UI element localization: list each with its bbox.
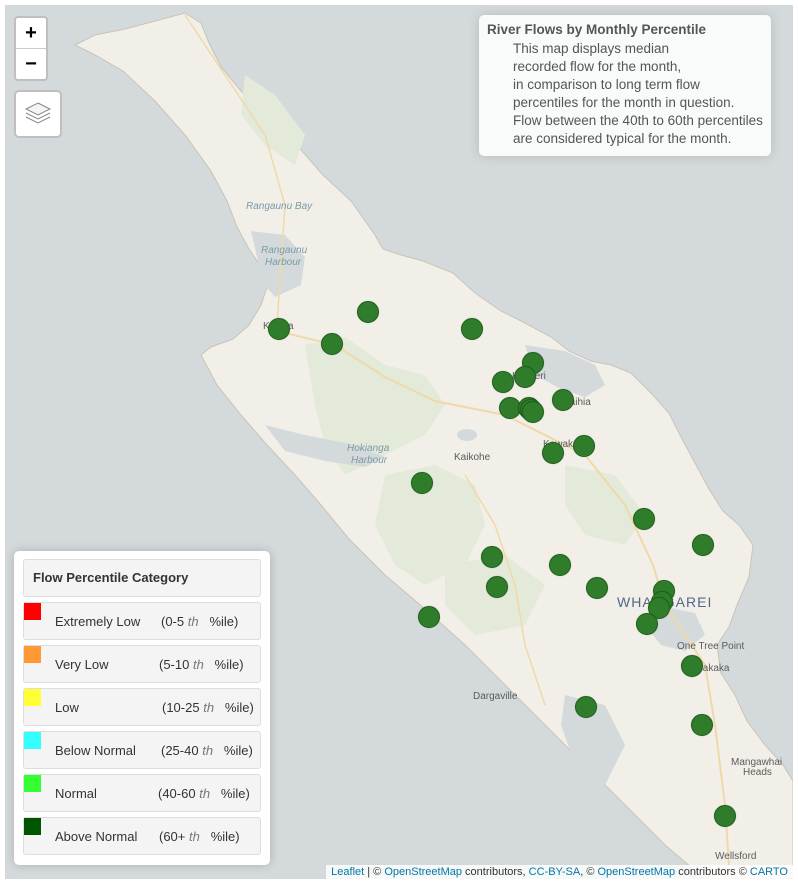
site-marker[interactable]: [522, 401, 544, 423]
forest-area: [375, 465, 485, 585]
legend-item-low: Low (10-25 th %ile): [23, 688, 261, 726]
site-marker[interactable]: [514, 366, 536, 388]
legend-item-normal: Normal (40-60 th %ile): [23, 774, 261, 812]
zoom-in-button[interactable]: +: [16, 18, 46, 49]
site-marker[interactable]: [575, 696, 597, 718]
attribution-text: | ©: [364, 866, 385, 878]
site-marker[interactable]: [691, 714, 713, 736]
site-marker[interactable]: [486, 576, 508, 598]
site-marker[interactable]: [552, 389, 574, 411]
legend-item-above-normal: Above Normal (60+ th %ile): [23, 817, 261, 855]
site-marker[interactable]: [492, 371, 514, 393]
legend-label: Below Normal: [55, 743, 136, 758]
legend-item-extremely-low: Extremely Low (0-5 th %ile): [23, 602, 261, 640]
hokianga-harbour: [265, 425, 385, 467]
carto-link[interactable]: CARTO: [749, 866, 788, 878]
basemap: [73, 12, 793, 879]
site-marker[interactable]: [633, 508, 655, 530]
legend-range: (25-40 th %ile): [161, 743, 253, 758]
legend-range: (40-60 th %ile): [158, 786, 250, 801]
northland-land: [73, 12, 793, 879]
site-marker[interactable]: [549, 554, 571, 576]
legend-item-below-normal: Below Normal (25-40 th %ile): [23, 731, 261, 769]
legend-range: (5-10 th %ile): [159, 657, 244, 672]
legend-swatch: [24, 732, 41, 749]
state-highway: [184, 14, 286, 326]
info-line: percentiles for the month in question.: [513, 95, 735, 110]
legend-swatch: [24, 818, 41, 835]
forest-area: [565, 465, 645, 545]
legend-label: Normal: [55, 786, 97, 801]
forest-area: [241, 75, 305, 165]
legend-range: (10-25 th %ile): [162, 700, 254, 715]
kaipara-harbour: [561, 695, 625, 785]
forest-area: [305, 337, 445, 475]
site-marker[interactable]: [321, 333, 343, 355]
legend-swatch: [24, 603, 41, 620]
state-highway: [276, 330, 730, 866]
legend-label: Very Low: [55, 657, 109, 672]
layers-button[interactable]: [14, 90, 62, 138]
ccbysa-link[interactable]: CC-BY-SA: [528, 866, 581, 878]
info-line: This map displays median: [513, 41, 670, 56]
rangaunu-harbour: [251, 231, 305, 297]
site-marker[interactable]: [418, 606, 440, 628]
legend-range: (0-5 th %ile): [161, 614, 239, 629]
site-marker[interactable]: [461, 318, 483, 340]
site-marker[interactable]: [714, 805, 736, 827]
info-line: Flow between the 40th to 60th percentile…: [513, 113, 763, 128]
legend-label: Extremely Low: [55, 614, 141, 629]
leaflet-link[interactable]: Leaflet: [331, 866, 365, 878]
site-marker[interactable]: [573, 435, 595, 457]
legend-swatch: [24, 775, 41, 792]
site-marker[interactable]: [692, 534, 714, 556]
legend-swatch: [24, 646, 41, 663]
legend-title: Flow Percentile Category: [23, 559, 261, 597]
site-marker[interactable]: [481, 546, 503, 568]
site-marker[interactable]: [636, 613, 658, 635]
site-marker[interactable]: [268, 318, 290, 340]
info-line: recorded flow for the month,: [513, 59, 682, 74]
site-marker[interactable]: [542, 442, 564, 464]
attribution-text: contributors,: [462, 866, 529, 878]
legend-label: Low: [55, 700, 79, 715]
site-marker[interactable]: [648, 597, 670, 619]
bay-of-islands: [525, 345, 605, 397]
zoom-control: + −: [14, 16, 48, 81]
site-marker[interactable]: [357, 301, 379, 323]
osm-link[interactable]: OpenStreetMap: [597, 866, 676, 878]
layers-icon: [24, 102, 52, 124]
info-line: in comparison to long term flow: [513, 77, 700, 92]
zoom-out-button[interactable]: −: [25, 53, 37, 75]
info-line: are considered typical for the month.: [513, 131, 732, 146]
site-marker[interactable]: [586, 577, 608, 599]
attribution-text: , ©: [580, 866, 598, 878]
legend-swatch: [24, 689, 41, 706]
osm-link[interactable]: OpenStreetMap: [384, 866, 462, 878]
attribution-text: contributors ©: [675, 866, 750, 878]
legend-range: (60+ th %ile): [159, 829, 240, 844]
legend-item-very-low: Very Low (5-10 th %ile): [23, 645, 261, 683]
legend-label: Above Normal: [55, 829, 138, 844]
site-marker[interactable]: [411, 472, 433, 494]
map-attribution: Leaflet | © OpenStreetMap contributors, …: [326, 865, 793, 879]
info-panel: River Flows by Monthly Percentile This m…: [479, 15, 771, 156]
site-marker[interactable]: [681, 655, 703, 677]
info-title: River Flows by Monthly Percentile: [487, 22, 707, 37]
state-highway: [464, 474, 546, 706]
legend: Flow Percentile Category Extremely Low (…: [14, 551, 270, 865]
lake-omapere: [457, 429, 477, 441]
